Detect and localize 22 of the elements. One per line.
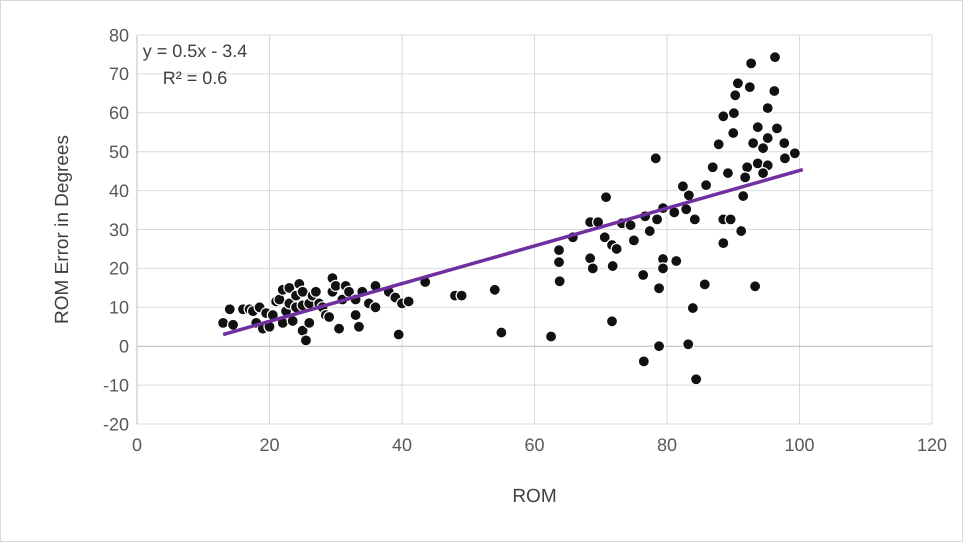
y-axis-title: ROM Error in Degrees xyxy=(52,135,73,324)
y-tick-label: 60 xyxy=(108,103,129,124)
x-axis-title: ROM xyxy=(512,486,557,507)
y-tick-label: -10 xyxy=(102,375,129,396)
y-tick-label: 50 xyxy=(108,142,129,162)
x-tick-label: 100 xyxy=(784,435,815,455)
x-tick-label: 0 xyxy=(132,435,142,455)
y-tick-label: 80 xyxy=(108,25,129,46)
y-tick-label: 70 xyxy=(108,64,129,84)
y-tick-label: 0 xyxy=(118,336,129,356)
x-tick-label: 20 xyxy=(259,435,280,455)
y-tick-label: 20 xyxy=(108,258,129,279)
y-tick-label: 30 xyxy=(108,220,129,240)
x-tick-label: 60 xyxy=(524,435,545,455)
annotation: y = 0.5x - 3.4 xyxy=(142,41,248,61)
y-tick-label: -20 xyxy=(102,414,129,434)
x-tick-label: 120 xyxy=(916,435,948,455)
y-tick-label: 40 xyxy=(108,180,129,201)
x-tick-label: 80 xyxy=(656,435,678,455)
annotation: R² = 0.6 xyxy=(162,68,228,88)
y-tick-label: 10 xyxy=(108,298,129,318)
x-tick-label: 40 xyxy=(392,435,412,455)
